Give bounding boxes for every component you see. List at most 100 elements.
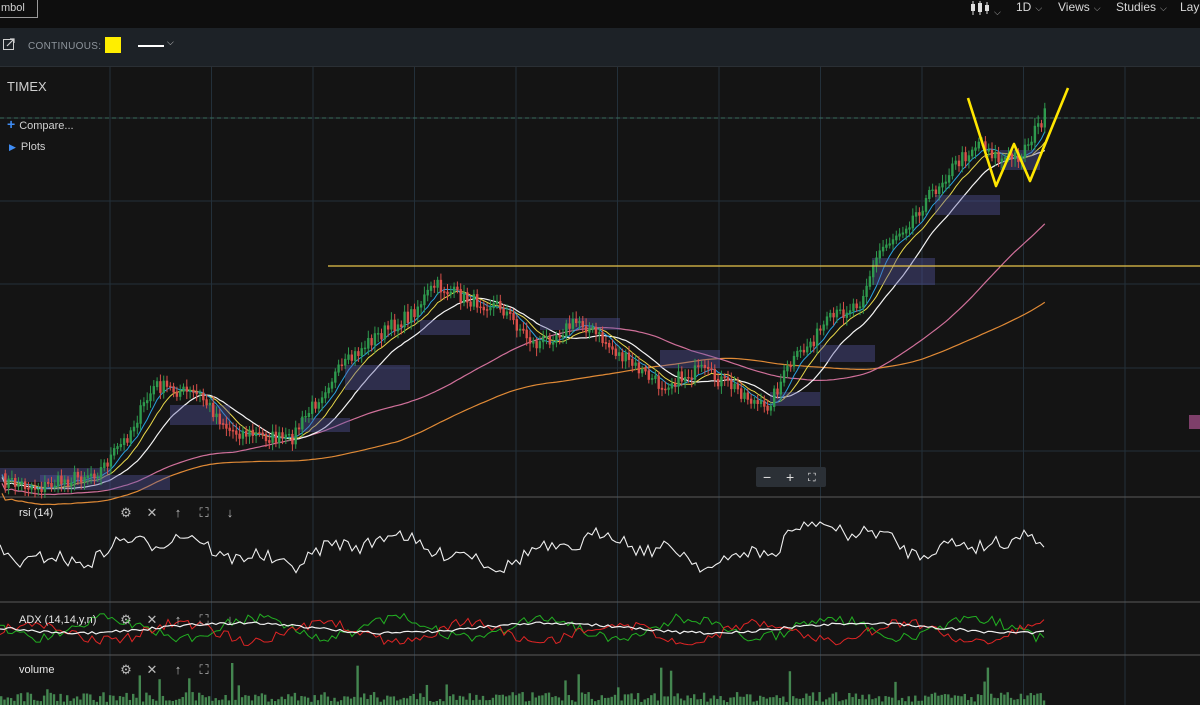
volume-bar — [145, 692, 148, 705]
close-icon[interactable]: ✕ — [146, 662, 158, 677]
volume-profile-band — [170, 405, 230, 425]
candle-body — [1013, 152, 1017, 160]
volume-bar — [561, 700, 564, 705]
candle-body — [558, 334, 561, 338]
candle-body — [957, 160, 961, 167]
volume-bar — [234, 699, 237, 705]
plots-toggle[interactable]: ▶ Plots — [9, 141, 45, 153]
volume-bar — [135, 697, 138, 705]
candle-body — [924, 198, 928, 212]
candle-body — [535, 340, 538, 349]
candle-body — [314, 401, 317, 409]
volume-bar — [630, 693, 633, 705]
candle-body — [274, 431, 278, 444]
candle-body — [469, 301, 472, 307]
volume-bar — [729, 697, 732, 705]
candle-body — [482, 306, 485, 311]
volume-bar — [191, 692, 194, 705]
candle-body — [743, 392, 746, 399]
volume-bar — [475, 694, 478, 705]
external-link-icon[interactable] — [3, 38, 15, 50]
interval-dropdown[interactable]: 1D ⌵ — [1016, 0, 1042, 15]
volume-bar — [501, 694, 504, 705]
candle-body — [971, 149, 974, 157]
volume-bar — [775, 695, 778, 705]
chart-type-button[interactable]: ⌵ — [970, 1, 1001, 19]
volume-bar — [580, 692, 584, 705]
gear-icon[interactable]: ⚙ — [120, 662, 132, 677]
arrow-up-icon[interactable]: ↑ — [174, 505, 182, 520]
candle-body — [291, 433, 294, 445]
volume-bar — [528, 700, 531, 705]
candle-body — [235, 430, 238, 435]
candle-body — [1027, 144, 1030, 146]
volume-bar — [300, 696, 303, 705]
volume-bar — [429, 700, 432, 705]
volume-bar — [59, 693, 62, 705]
volume-bar — [993, 697, 996, 705]
symbol-title: TIMEX — [7, 79, 47, 94]
gear-icon[interactable]: ⚙ — [120, 612, 132, 627]
volume-bar — [1013, 699, 1016, 705]
arrow-down-icon[interactable]: ↓ — [226, 612, 234, 627]
candle-body — [83, 477, 86, 483]
volume-bar — [89, 694, 92, 705]
maximize-icon[interactable]: ⛶ — [199, 505, 209, 520]
volume-bar — [706, 701, 709, 705]
arrow-up-icon[interactable]: ↑ — [174, 612, 182, 627]
volume-bar — [663, 696, 666, 705]
volume-profile-band — [345, 365, 410, 390]
candle-body — [951, 163, 954, 177]
zoom-in-button[interactable]: + — [786, 469, 795, 485]
chart-canvas[interactable] — [0, 67, 1200, 705]
volume-bar — [174, 699, 178, 705]
candle-body — [901, 232, 905, 235]
zoom-fit-button[interactable]: ⛶ — [808, 472, 816, 484]
candle-body — [320, 397, 324, 404]
chevron-down-icon: ⌵ — [1160, 3, 1167, 13]
candle-body — [716, 378, 720, 387]
moving-average-lines — [1, 131, 1046, 506]
volume-bar — [937, 695, 940, 705]
candle-body — [393, 319, 396, 332]
volume-bar — [957, 695, 960, 705]
close-icon[interactable]: ✕ — [146, 612, 158, 627]
volume-bar — [75, 696, 79, 705]
studies-dropdown[interactable]: Studies ⌵ — [1116, 0, 1167, 15]
volume-bar — [805, 693, 808, 705]
candle-body — [891, 239, 895, 245]
rsi-line — [0, 521, 1045, 574]
views-dropdown[interactable]: Views ⌵ — [1058, 0, 1101, 15]
chevron-down-icon[interactable]: ⌵ — [167, 37, 174, 47]
maximize-icon[interactable]: ⛶ — [199, 612, 209, 627]
volume-bar — [389, 696, 392, 705]
candle-body — [641, 368, 644, 374]
sma-orange-line — [1, 301, 1046, 506]
arrow-up-icon[interactable]: ↑ — [174, 662, 182, 677]
arrow-down-icon[interactable]: ↓ — [226, 505, 234, 520]
volume-bar — [686, 695, 689, 705]
maximize-icon[interactable]: ⛶ — [199, 662, 209, 677]
candle-body — [974, 147, 977, 151]
volume-bar — [666, 696, 669, 705]
volume-bar — [168, 700, 171, 705]
close-icon[interactable]: ✕ — [146, 505, 158, 520]
gear-icon[interactable]: ⚙ — [120, 505, 132, 520]
candle-body — [317, 402, 320, 409]
candle-body — [172, 386, 175, 393]
line-style-selector[interactable] — [138, 45, 164, 47]
zoom-out-button[interactable]: − — [763, 469, 772, 485]
symbol-search-button[interactable]: mbol — [0, 0, 38, 18]
compare-button[interactable]: + Compare... — [7, 116, 74, 132]
candle-body — [687, 377, 690, 379]
line-color-swatch[interactable] — [105, 37, 121, 53]
volume-bar — [910, 701, 914, 705]
volume-bar — [683, 700, 686, 705]
layout-dropdown[interactable]: Lay — [1180, 0, 1199, 14]
candle-body — [370, 338, 373, 346]
volume-bar — [237, 685, 240, 705]
candle-body — [947, 175, 951, 183]
volume-bar — [633, 699, 636, 705]
volume-bar — [217, 700, 221, 705]
candle-body — [825, 316, 829, 326]
